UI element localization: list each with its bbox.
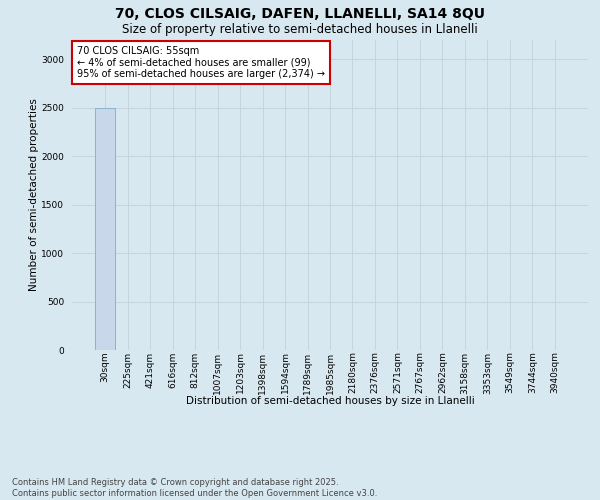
Y-axis label: Number of semi-detached properties: Number of semi-detached properties xyxy=(29,98,38,292)
Bar xyxy=(95,108,115,350)
Text: 70 CLOS CILSAIG: 55sqm
← 4% of semi-detached houses are smaller (99)
95% of semi: 70 CLOS CILSAIG: 55sqm ← 4% of semi-deta… xyxy=(77,46,325,80)
Text: Size of property relative to semi-detached houses in Llanelli: Size of property relative to semi-detach… xyxy=(122,22,478,36)
Text: 70, CLOS CILSAIG, DAFEN, LLANELLI, SA14 8QU: 70, CLOS CILSAIG, DAFEN, LLANELLI, SA14 … xyxy=(115,8,485,22)
X-axis label: Distribution of semi-detached houses by size in Llanelli: Distribution of semi-detached houses by … xyxy=(185,396,475,406)
Text: Contains HM Land Registry data © Crown copyright and database right 2025.
Contai: Contains HM Land Registry data © Crown c… xyxy=(12,478,377,498)
